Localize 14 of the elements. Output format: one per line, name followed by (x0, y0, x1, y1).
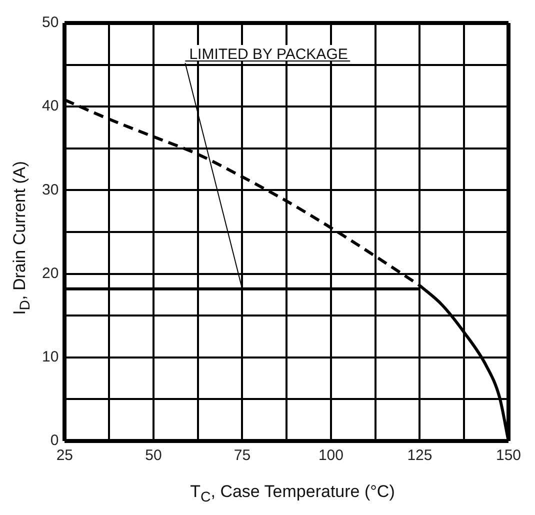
x-tick-label: 100 (318, 447, 344, 464)
x-tick-label: 25 (56, 447, 74, 464)
y-tick-label: 40 (42, 98, 59, 115)
x-tick-label: 125 (407, 447, 432, 464)
y-tick-label: 50 (42, 14, 59, 32)
x-tick-label: 50 (145, 447, 162, 464)
y-tick-label: 10 (42, 348, 59, 366)
y-tick-label: 0 (50, 432, 59, 450)
x-tick-label: 75 (234, 447, 251, 464)
y-tick-label: 30 (42, 181, 59, 198)
x-tick-label: 150 (496, 447, 521, 464)
y-tick-label: 20 (42, 264, 59, 282)
annotation: LIMITED BY PACKAGE (189, 46, 348, 63)
x-axis-title: T$_{C}$, Case Temperature (°C) (189, 482, 396, 505)
